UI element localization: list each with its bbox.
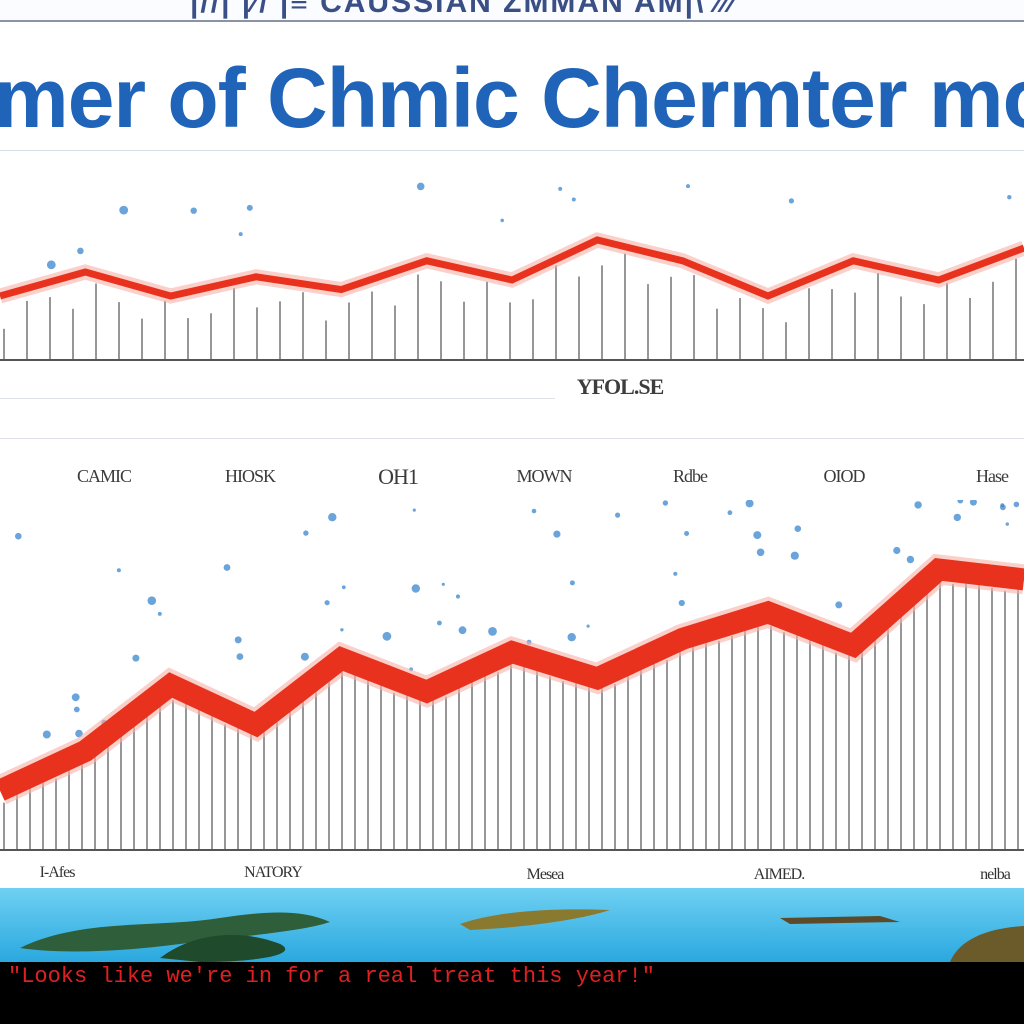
scatter-dot xyxy=(1007,195,1012,200)
scatter-dot xyxy=(382,631,392,641)
scatter-dot xyxy=(1013,501,1020,508)
scatter-dot xyxy=(678,599,685,607)
scatter-dot xyxy=(246,204,253,211)
scatter-dot xyxy=(790,551,799,560)
scatter-dot xyxy=(558,186,563,191)
title-divider xyxy=(0,150,1024,151)
x-tick-label: NATORY xyxy=(244,864,303,881)
scatter-dot xyxy=(914,501,922,509)
category-label: Hase xyxy=(976,466,1009,486)
scatter-dot xyxy=(969,500,977,506)
scatter-dot xyxy=(953,513,961,522)
scatter-dot xyxy=(73,706,80,713)
scatter-dot xyxy=(569,580,575,586)
scatter-dot xyxy=(753,531,762,540)
scatter-dot xyxy=(303,530,309,536)
caption-text: "Looks like we're in for a real treat th… xyxy=(8,964,655,989)
series-line xyxy=(0,558,1024,801)
scatter-dot xyxy=(835,601,843,609)
divider xyxy=(0,398,555,399)
x-tick-label: nelba xyxy=(980,866,1011,883)
scatter-dot xyxy=(300,652,309,661)
scatter-dot xyxy=(1000,504,1006,511)
scatter-dot xyxy=(238,232,243,237)
scatter-dot xyxy=(340,628,344,632)
top-banner: |//| |∕/ |≡ CAUSSIAN ZMMAN AM|\ ∕∕∕ xyxy=(0,0,1024,22)
scatter-dot xyxy=(727,510,733,516)
category-label: Rdbe xyxy=(673,466,708,486)
category-label: CAMIC xyxy=(76,466,132,486)
scatter-dot xyxy=(223,564,231,571)
series-line xyxy=(0,236,1024,300)
scatter-dot xyxy=(324,600,330,606)
scatter-dot xyxy=(437,620,442,626)
scatter-dot xyxy=(500,218,505,223)
scatter-dot xyxy=(455,594,461,599)
scatter-dot xyxy=(441,582,445,586)
x-tick-label: I-Afes xyxy=(39,864,76,881)
scatter-dot xyxy=(684,531,690,536)
scatter-dot xyxy=(116,568,121,573)
scatter-dot xyxy=(531,508,537,514)
scatter-dot xyxy=(412,508,416,512)
scatter-dot xyxy=(586,624,590,628)
scatter-dot xyxy=(77,247,84,255)
x-tick-label: AIMED. xyxy=(753,866,805,883)
scatter-dot xyxy=(42,730,51,739)
scatter-dot xyxy=(411,584,420,593)
top-banner-text: |//| |∕/ |≡ CAUSSIAN ZMMAN AM|\ ∕∕∕ xyxy=(190,0,737,19)
scatter-dot xyxy=(328,513,337,522)
page-title: mer of Chmic Chermter mo xyxy=(0,51,1024,145)
scatter-dot xyxy=(567,633,576,642)
scatter-dot xyxy=(234,636,242,644)
scatter-dot xyxy=(488,627,497,636)
scatter-dot xyxy=(119,205,129,215)
scatter-dot xyxy=(673,571,678,576)
scatter-dot xyxy=(190,207,197,214)
scatter-dot xyxy=(906,555,915,564)
caption-bar xyxy=(0,962,1024,1024)
scatter-dot xyxy=(686,184,690,189)
x-tick-label: Mesea xyxy=(526,866,565,883)
category-label: MOWN xyxy=(516,466,573,486)
scatter-dot xyxy=(236,653,244,660)
scatter-dot xyxy=(788,198,795,204)
category-label: OIOD xyxy=(823,466,866,486)
scatter-dot xyxy=(756,548,765,557)
scatter-dot xyxy=(615,512,621,518)
scatter-dot xyxy=(71,693,80,702)
scatter-dot xyxy=(957,500,964,504)
scatter-dot xyxy=(794,525,802,532)
landscape-illustration xyxy=(20,909,1024,962)
scatter-dot xyxy=(1005,522,1009,526)
scatter-dot xyxy=(662,500,669,506)
scatter-dot xyxy=(416,182,425,191)
scatter-dot xyxy=(46,260,56,270)
chart-top-xlabel: YFOL.SE xyxy=(576,374,665,399)
scatter-dot xyxy=(893,546,901,555)
category-label: OH1 xyxy=(378,464,419,489)
scatter-dot xyxy=(458,626,467,635)
chart-top xyxy=(0,182,1024,361)
chart-bottom xyxy=(0,500,1024,851)
scatter-dot xyxy=(341,585,346,590)
scatter-dot xyxy=(553,530,561,538)
scatter-dot xyxy=(14,532,22,540)
scatter-dot xyxy=(157,611,162,616)
scatter-dot xyxy=(571,197,576,202)
scatter-dot xyxy=(745,500,754,508)
divider xyxy=(0,438,1024,439)
scatter-dot xyxy=(132,654,140,662)
scatter-dot xyxy=(147,596,157,605)
water-strip xyxy=(0,888,1024,962)
category-label: HIOSK xyxy=(224,466,276,486)
